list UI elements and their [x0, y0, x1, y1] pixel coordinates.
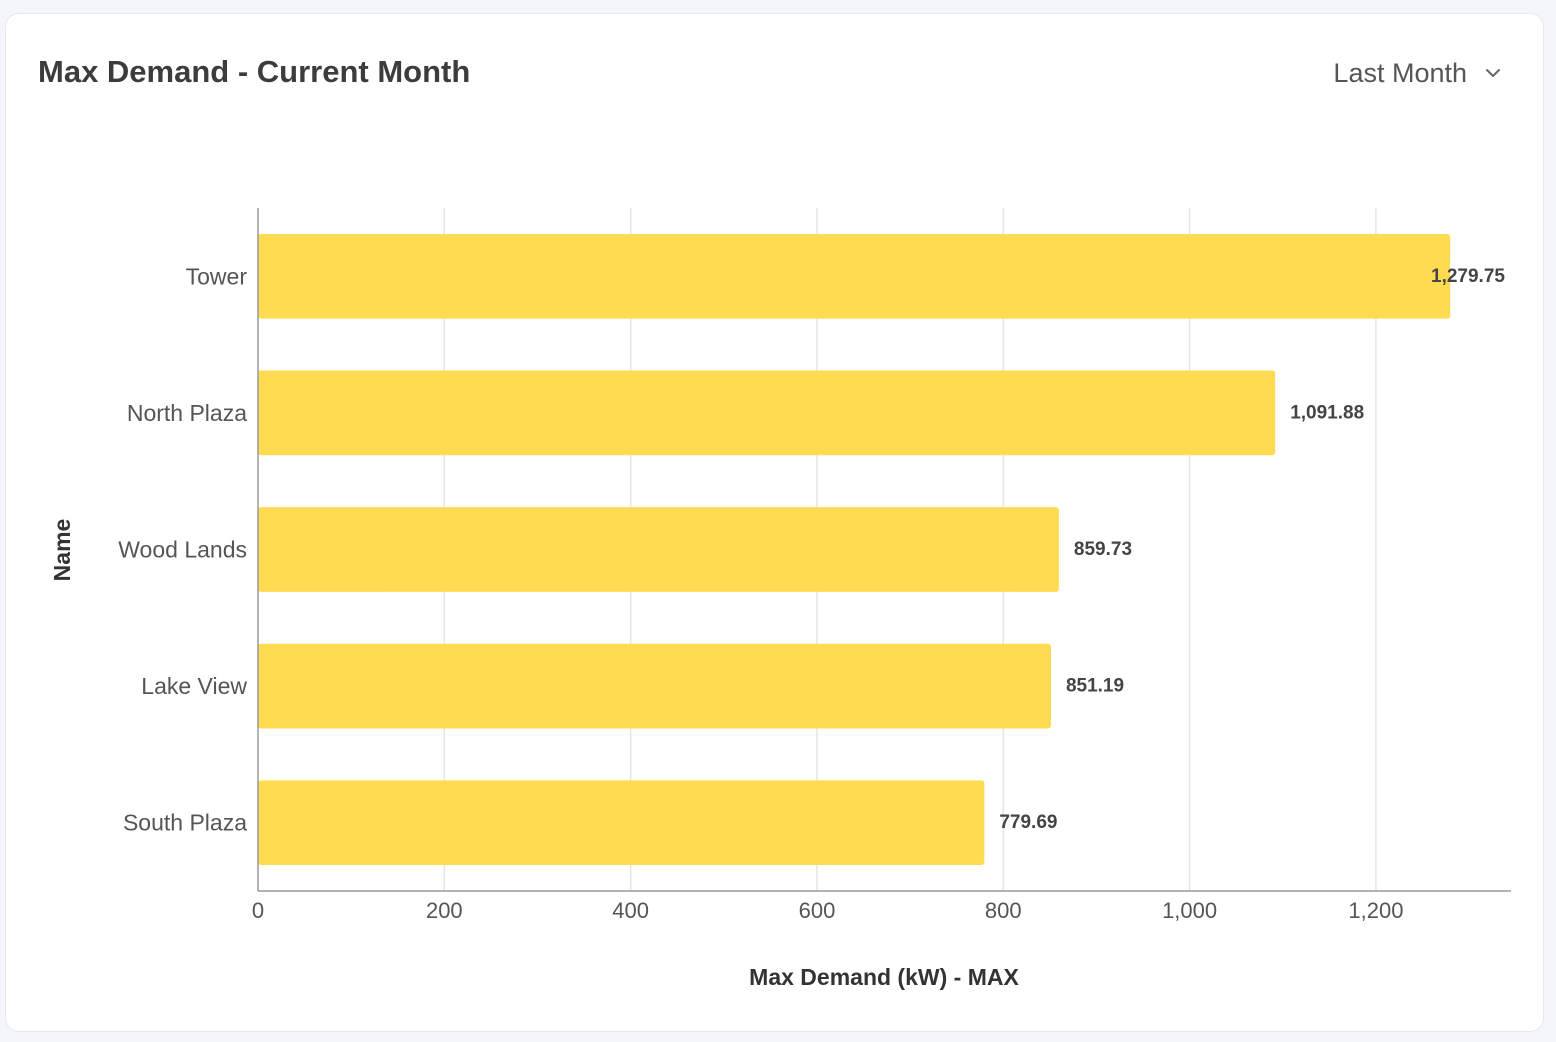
y-axis-title: Name: [49, 519, 75, 582]
axes: [257, 208, 1511, 892]
x-tick-label: 400: [612, 898, 649, 923]
labels: 0 200 400 600 800 1,000 1,200 Tower 1,279.75 Nort…: [118, 263, 1505, 923]
bar[interactable]: [258, 507, 1059, 592]
bar-value-label: 851.19: [1066, 676, 1124, 697]
y-category-label: Tower: [186, 263, 248, 289]
bar-value-label: 859.73: [1074, 539, 1132, 560]
y-category-label: North Plaza: [127, 400, 247, 426]
period-dropdown-label: Last Month: [1333, 57, 1467, 88]
x-axis-title: Max Demand (kW) - MAX: [749, 964, 1019, 990]
chart-title: Max Demand - Current Month: [38, 54, 471, 89]
x-tick-label: 200: [426, 898, 463, 923]
y-category-label: Lake View: [141, 673, 247, 699]
chevron-down-icon: [1486, 69, 1500, 77]
bars: [258, 233, 1451, 866]
bar[interactable]: [258, 780, 985, 866]
x-tick-label: 1,200: [1348, 898, 1403, 923]
y-category-label: Wood Lands: [118, 537, 247, 563]
x-tick-label: 600: [799, 898, 836, 923]
bar[interactable]: [258, 643, 1051, 729]
period-dropdown[interactable]: Last Month: [1333, 54, 1503, 92]
bar[interactable]: [258, 370, 1276, 456]
bar-value-label: 1,091.88: [1290, 402, 1364, 423]
bar-value-label: 1,279.75: [1431, 266, 1505, 287]
x-tick-label: 800: [985, 898, 1022, 923]
x-tick-label: 1,000: [1162, 898, 1217, 923]
bar[interactable]: [258, 233, 1451, 319]
y-category-label: South Plaza: [123, 810, 247, 836]
x-tick-label: 0: [252, 898, 264, 923]
bar-value-label: 779.69: [999, 812, 1057, 833]
